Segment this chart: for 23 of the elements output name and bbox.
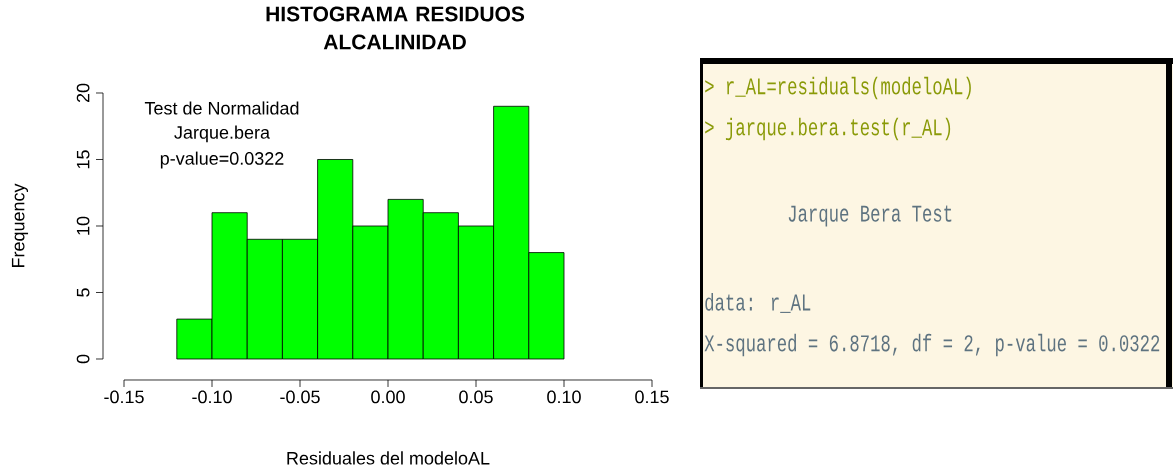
x-tick-label: 0.05 — [459, 390, 493, 404]
x-axis-title: Residuales del modeloAL — [287, 451, 490, 465]
x-tick-label: -0.10 — [192, 390, 232, 404]
y-tick-label: 5 — [76, 288, 90, 297]
y-tick-label: 10 — [76, 216, 90, 235]
text: X-squared = 6.8718, df = 2, p-value = 0.0322 — [704, 333, 1160, 357]
annotation: Test de Normalidad — [144, 101, 299, 115]
y-tick-label: 20 — [76, 83, 90, 103]
y-tick-label: 15 — [76, 150, 90, 169]
y-tick-label: 0 — [76, 354, 90, 364]
y-axis-title: Frequency — [11, 183, 29, 268]
text: > jarque.bera.test(r_AL) — [705, 117, 951, 141]
annotation: p-value=0.0322 — [160, 151, 284, 169]
x-tick-label: 0.10 — [547, 390, 581, 404]
text: data: r_AL — [705, 293, 811, 313]
chart-title: HISTOGRAMA RESIDUOS ALCALINIDAD — [266, 6, 525, 50]
text: Jarque Bera Test — [788, 205, 952, 227]
x-tick-label: -0.05 — [280, 390, 320, 404]
x-tick-label: 0.15 — [635, 390, 669, 404]
text: > r_AL=residuals(modeloAL) — [705, 76, 971, 100]
x-tick-label: 0.00 — [371, 390, 405, 404]
x-tick-label: -0.15 — [104, 390, 144, 404]
annotation: Jarque.bera — [174, 125, 271, 143]
